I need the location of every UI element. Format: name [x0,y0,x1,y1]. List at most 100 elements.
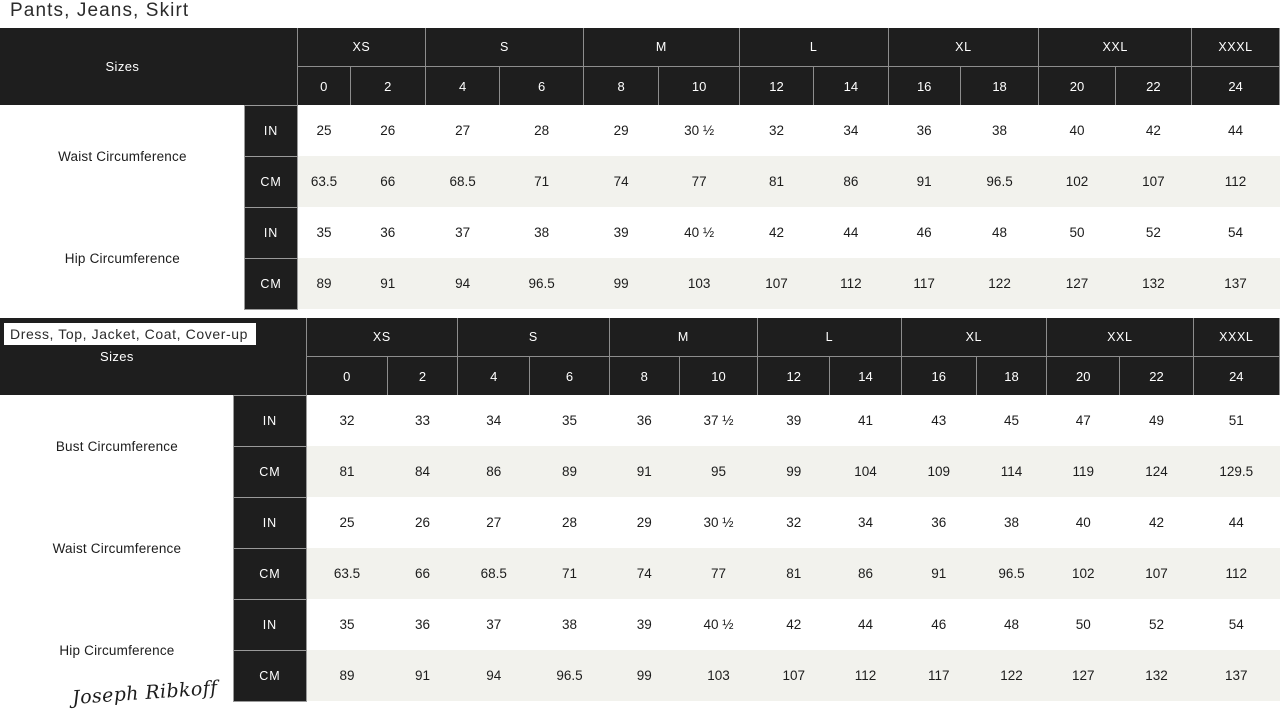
measurement-value: 96.5 [529,650,610,701]
measurement-value: 127 [1046,650,1120,701]
measurement-value: 34 [813,105,889,156]
measurement-value: 25 [306,497,388,548]
measurement-value: 89 [306,650,388,701]
size-number-14: 14 [829,356,902,395]
size-group-l: L [757,318,902,357]
measurement-value: 81 [757,548,830,599]
measurement-value: 107 [1115,156,1192,207]
measurement-value: 112 [1191,156,1280,207]
measurement-value: 51 [1193,395,1280,446]
measurement-value: 27 [425,105,500,156]
size-number-10: 10 [678,356,759,395]
measurement-value: 46 [888,207,961,258]
measurement-value: 89 [529,446,610,497]
measurement-value: 36 [609,395,680,446]
header-spacer [244,28,298,105]
measurement-value: 46 [901,599,977,650]
measurement-value: 114 [976,446,1047,497]
measurement-value: 42 [1115,105,1192,156]
measurement-value: 41 [829,395,902,446]
measurement-value: 127 [1038,258,1116,309]
size-number-10: 10 [658,66,740,105]
measurement-value: 44 [829,599,902,650]
measurement-value: 81 [739,156,814,207]
size-number-16: 16 [900,356,977,395]
size-number-0: 0 [296,66,351,105]
table-row: CM 63.5 66 68.5 71 74 77 81 86 91 96.5 102 107 112 [0,155,1280,208]
size-number-16: 16 [887,66,961,105]
measurement-value: 91 [609,446,680,497]
unit-cell-in: IN [244,104,298,157]
measurement-value: 42 [1119,497,1194,548]
measurement-value: 42 [757,599,830,650]
measurement-value: 35 [306,599,388,650]
measurement-value: 47 [1046,395,1120,446]
measurement-value: 117 [888,258,961,309]
measurement-value: 35 [297,207,351,258]
table-row: CM 63.5 66 68.5 71 74 77 81 86 91 96.5 102 107 112 [0,547,1280,600]
size-number-24: 24 [1192,356,1280,395]
measurement-value: 50 [1046,599,1120,650]
measurement-value: 34 [457,395,530,446]
measurement-value: 48 [960,207,1039,258]
measurement-value: 36 [888,105,961,156]
measurement-value: 30 ½ [658,105,740,156]
size-table-dress: Sizes XS S M L XL XXL XXXL 0 2 4 6 8 10 12 14 16 18 20 22 24… [0,318,1280,702]
measurement-value: 117 [901,650,977,701]
table-row: Waist Circumference IN 25 26 27 28 29 30 ½ 32 34 3… [0,104,1280,207]
size-group-s: S [457,318,610,357]
size-number-18: 18 [959,66,1040,105]
section-title-pants: Pants, Jeans, Skirt [10,0,196,24]
measurement-value: 39 [583,207,659,258]
measurement-value: 63.5 [297,156,351,207]
measurement-value: 96.5 [960,156,1039,207]
measurement-label: Hip Circumference [0,599,234,701]
size-group-xs: XS [296,28,426,67]
measurement-value: 91 [350,258,426,309]
measurement-value: 40 [1038,105,1116,156]
measurement-value: 109 [901,446,977,497]
measurement-label: Waist Circumference [0,497,234,599]
measurement-value: 45 [976,395,1047,446]
measurement-value: 74 [583,156,659,207]
measurement-value: 30 ½ [679,497,758,548]
size-group-xxxl: XXXL [1191,28,1280,67]
measurement-value: 107 [739,258,814,309]
measurement-value: 112 [1193,548,1280,599]
measurement-value: 39 [757,395,830,446]
size-group-xxxl: XXXL [1192,318,1280,357]
measurement-value: 68.5 [457,548,530,599]
measurement-value: 132 [1115,258,1192,309]
measurement-value: 91 [901,548,977,599]
table-row: Hip Circumference IN 35 36 37 38 39 40 ½ 42 44 46 4… [0,206,1280,309]
measurement-value: 40 ½ [679,599,758,650]
measurement-value: 28 [499,105,584,156]
measurement-value: 86 [457,446,530,497]
measurement-value: 52 [1115,207,1192,258]
measurement-value: 99 [609,650,680,701]
measurement-value: 37 [457,599,530,650]
section-title-dress: Dress, Top, Jacket, Coat, Cover-up [4,323,257,345]
size-number-12: 12 [757,356,831,395]
size-group-xl: XL [887,28,1040,67]
size-number-2: 2 [386,356,459,395]
table-row: Bust Circumference IN 32 33 34 35 36 37 ½ 39 41 43… [0,394,1280,497]
measurement-value: 99 [757,446,830,497]
size-group-l: L [738,28,889,67]
measurement-value: 50 [1038,207,1116,258]
table-header-numeric-sizes: 0 2 4 6 8 10 12 14 16 18 20 22 24 [0,66,1280,105]
measurement-value: 96.5 [499,258,584,309]
size-number-24: 24 [1191,66,1280,105]
size-group-xxl: XXL [1046,318,1194,357]
size-group-xxl: XXL [1038,28,1193,67]
table-header-groups: Sizes XS S M L XL XXL XXXL [0,318,1280,395]
measurement-value: 86 [829,548,902,599]
size-number-14: 14 [813,66,889,105]
size-group-s: S [424,28,584,67]
measurement-value: 66 [350,156,426,207]
size-number-22: 22 [1119,356,1194,395]
measurement-value: 32 [739,105,814,156]
size-group-xs: XS [305,318,459,357]
measurement-value: 91 [888,156,961,207]
